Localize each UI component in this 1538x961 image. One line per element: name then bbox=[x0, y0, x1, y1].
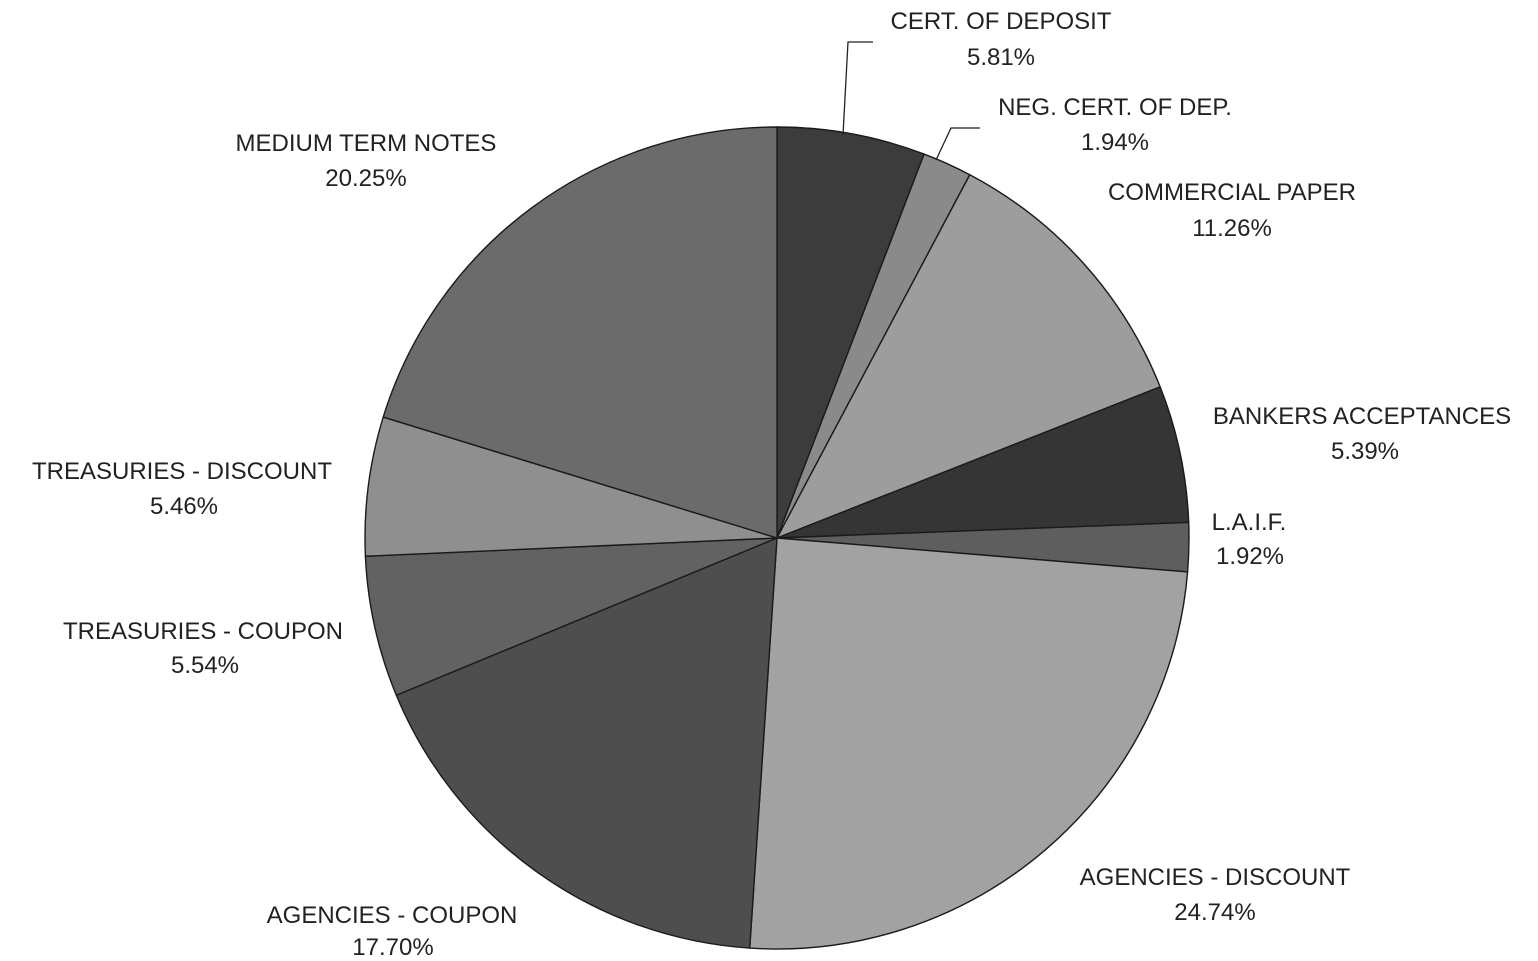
slice-label-agencies-coupon: AGENCIES - COUPON bbox=[267, 902, 518, 929]
slice-value-treasuries-coupon: 5.54% bbox=[171, 652, 239, 679]
pie-slices bbox=[364, 126, 1190, 950]
pie-slice-agencies-coupon bbox=[395, 537, 778, 949]
slice-value-neg-cert-of-dep: 1.94% bbox=[1081, 129, 1149, 156]
pie-slice-bankers-acceptances bbox=[776, 386, 1190, 539]
pie-slice-agencies-discount bbox=[749, 537, 1189, 950]
slice-label-treasuries-discount: TREASURIES - DISCOUNT bbox=[32, 458, 332, 485]
slice-label-medium-term-notes: MEDIUM TERM NOTES bbox=[236, 130, 497, 157]
pie-slice-commercial-paper bbox=[776, 174, 1161, 539]
slice-label-treasuries-coupon: TREASURIES - COUPON bbox=[63, 618, 343, 645]
slice-value-cert-of-deposit: 5.81% bbox=[967, 44, 1035, 71]
slice-label-neg-cert-of-dep: NEG. CERT. OF DEP. bbox=[998, 94, 1232, 121]
slice-value-medium-term-notes: 20.25% bbox=[325, 165, 406, 192]
slice-label-laif: L.A.I.F. bbox=[1212, 509, 1287, 536]
pie-slice-medium-term-notes bbox=[382, 126, 778, 539]
slice-value-laif: 1.92% bbox=[1216, 543, 1284, 570]
slice-label-agencies-discount: AGENCIES - DISCOUNT bbox=[1080, 864, 1351, 891]
leader-line-cert-of-deposit bbox=[842, 41, 873, 136]
leader-lines bbox=[842, 41, 980, 161]
slice-value-agencies-discount: 24.74% bbox=[1174, 899, 1255, 926]
data-labels: CERT. OF DEPOSIT 5.81% NEG. CERT. OF DEP… bbox=[32, 8, 1511, 961]
slice-label-cert-of-deposit: CERT. OF DEPOSIT bbox=[891, 8, 1112, 35]
slice-value-treasuries-discount: 5.46% bbox=[150, 493, 218, 520]
slice-value-agencies-coupon: 17.70% bbox=[352, 934, 433, 961]
pie-slice-cert-of-deposit bbox=[776, 126, 925, 539]
slice-value-commercial-paper: 11.26% bbox=[1192, 215, 1272, 242]
slice-label-bankers-acceptances: BANKERS ACCEPTANCES bbox=[1213, 403, 1511, 430]
pie-slice-treasuries-coupon bbox=[364, 537, 778, 696]
pie-slice-treasuries-discount bbox=[364, 416, 778, 557]
slice-label-commercial-paper: COMMERCIAL PAPER bbox=[1108, 179, 1356, 206]
leader-line-neg-cert-of-dep bbox=[935, 127, 980, 161]
slice-value-bankers-acceptances: 5.39% bbox=[1331, 438, 1399, 465]
